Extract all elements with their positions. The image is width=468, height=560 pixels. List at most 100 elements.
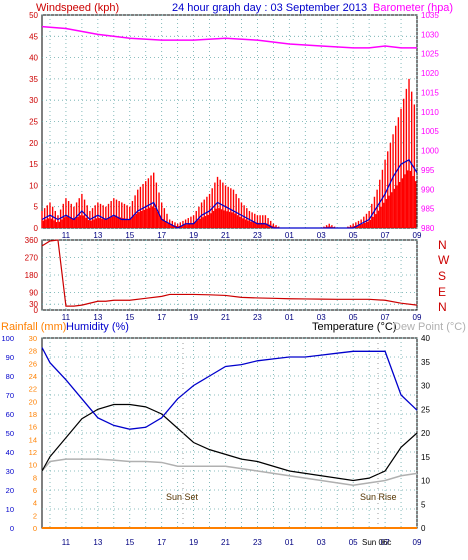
wind-x-tick-label: 03 — [317, 231, 326, 240]
humidity-tick-label: 70 — [6, 391, 14, 400]
humidity-line — [41, 347, 418, 430]
barometer-tick-label: 1000 — [421, 147, 439, 156]
humidity-tick-label: 20 — [6, 486, 14, 495]
barometer-axis-title: Barometer (hpa) — [373, 2, 453, 14]
temperature-tick-label: 20 — [421, 429, 430, 438]
rainfall-tick-label: 2 — [33, 511, 37, 520]
wind-x-tick-label: 15 — [125, 231, 134, 240]
temperature-tick-label: 30 — [421, 382, 430, 391]
rainfall-tick-label: 6 — [33, 486, 37, 495]
temperature-axis-title: Temperature (°C) — [312, 321, 396, 333]
wind-x-tick-label: 07 — [381, 231, 390, 240]
windspeed-tick-label: 25 — [29, 118, 38, 127]
wind-grid — [42, 14, 418, 229]
direction-x-tick-label: 15 — [125, 313, 134, 322]
rainfall-tick-label: 24 — [29, 372, 37, 381]
temperature-tick-label: 35 — [421, 358, 430, 367]
direction-x-tick-label: 09 — [413, 313, 422, 322]
sunrise-label: Sun Rise — [360, 492, 397, 502]
direction-x-tick-label: 11 — [62, 313, 71, 322]
windspeed-tick-label: 10 — [29, 181, 38, 190]
barometer-tick-label: 990 — [421, 185, 435, 194]
humidity-tick-label: 40 — [6, 448, 14, 457]
wind-x-ticks: 11 13 15 17 19 21 23 01 03 05 07 09 — [62, 231, 422, 240]
direction-tick-label: 30 — [29, 300, 38, 309]
temp-x-tick-label: 11 — [62, 538, 71, 547]
direction-x-tick-label: 03 — [317, 313, 326, 322]
direction-x-tick-label: 17 — [157, 313, 166, 322]
rainfall-tick-label: 22 — [29, 385, 37, 394]
windspeed-axis-title: Windspeed (kph) — [36, 2, 119, 14]
humidity-axis-title: Humidity (%) — [66, 321, 129, 333]
wind-average-line — [41, 159, 418, 229]
direction-x-ticks: 11 13 15 17 19 21 23 01 03 05 07 09 — [62, 313, 422, 322]
rainfall-tick-label: 28 — [29, 347, 37, 356]
temp-x-tick-label: 21 — [221, 538, 230, 547]
compass-n-top: N — [438, 238, 447, 252]
sunset-label: Sun Set — [166, 492, 199, 502]
direction-tick-label: 270 — [25, 254, 39, 263]
temp-x-tick-label: 09 — [413, 538, 422, 547]
direction-x-tick-label: 01 — [285, 313, 294, 322]
temperature-tick-label: 15 — [421, 453, 430, 462]
humidity-tick-label: 80 — [6, 372, 14, 381]
windspeed-tick-label: 0 — [34, 224, 39, 233]
wind-direction-line — [41, 239, 418, 307]
humidity-tick-label: 100 — [1, 334, 14, 343]
temp-x-tick-label: 13 — [93, 538, 102, 547]
wind-x-tick-label: 23 — [253, 231, 262, 240]
temperature-tick-label: 10 — [421, 477, 430, 486]
barometer-tick-label: 1035 — [421, 11, 439, 20]
temp-right-ticks: 0 5 10 15 20 25 30 35 40 — [421, 334, 430, 533]
barometer-tick-label: 985 — [421, 205, 435, 214]
direction-tick-label: 180 — [25, 271, 39, 280]
barometer-tick-label: 1010 — [421, 108, 439, 117]
barometer-tick-label: 1025 — [421, 50, 439, 59]
wind-x-tick-label: 17 — [157, 231, 166, 240]
temperature-tick-label: 25 — [421, 405, 430, 414]
direction-tick-label: 90 — [29, 289, 38, 298]
windspeed-tick-label: 40 — [29, 54, 38, 63]
direction-x-tick-label: 23 — [253, 313, 262, 322]
dewpoint-line — [41, 458, 418, 487]
windspeed-tick-label: 45 — [29, 32, 38, 41]
wind-series — [41, 25, 418, 229]
barometer-tick-label: 995 — [421, 166, 435, 175]
humidity-tick-label: 90 — [6, 353, 14, 362]
rainfall-tick-label: 16 — [29, 423, 37, 432]
direction-grid — [42, 239, 418, 311]
barometer-line — [41, 25, 417, 49]
rainfall-tick-label: 26 — [29, 359, 37, 368]
temp-x-tick-label: 03 — [317, 538, 326, 547]
wind-x-tick-label: 13 — [93, 231, 102, 240]
windspeed-tick-label: 30 — [29, 96, 38, 105]
direction-left-ticks: 030 90 180 270 360 — [25, 236, 39, 315]
direction-tick-label: 0 — [34, 306, 39, 315]
barometer-tick-label: 1030 — [421, 30, 439, 39]
direction-x-tick-label: 21 — [221, 313, 230, 322]
wind-x-tick-label: 11 — [62, 231, 71, 240]
temperature-tick-label: 5 — [421, 500, 426, 509]
compass-w: W — [438, 253, 450, 267]
compass-e: E — [438, 285, 446, 299]
page-title: 24 hour graph day : 03 September 2013 — [172, 2, 367, 14]
temp-series — [41, 347, 418, 529]
barometer-tick-label: 1005 — [421, 127, 439, 136]
baro-right-ticks: 980 985 990 995 1000 1005 1010 1015 1020 1025 1030… — [421, 11, 439, 233]
temp-x-tick-label: 19 — [189, 538, 198, 547]
rainfall-tick-label: 10 — [29, 461, 37, 470]
wind-x-tick-label: 05 — [349, 231, 358, 240]
rainfall-tick-label: 12 — [29, 448, 37, 457]
barometer-tick-label: 980 — [421, 224, 435, 233]
sunrise-time-label: Sun 06c — [362, 538, 391, 547]
wind-x-tick-label: 01 — [285, 231, 294, 240]
humidity-tick-label: 10 — [6, 505, 14, 514]
direction-x-tick-label: 13 — [93, 313, 102, 322]
direction-series — [41, 239, 418, 307]
windspeed-tick-label: 5 — [34, 203, 39, 212]
wind-x-tick-label: 09 — [413, 231, 422, 240]
rainfall-tick-label: 0 — [33, 524, 37, 533]
temperature-line — [41, 403, 418, 482]
